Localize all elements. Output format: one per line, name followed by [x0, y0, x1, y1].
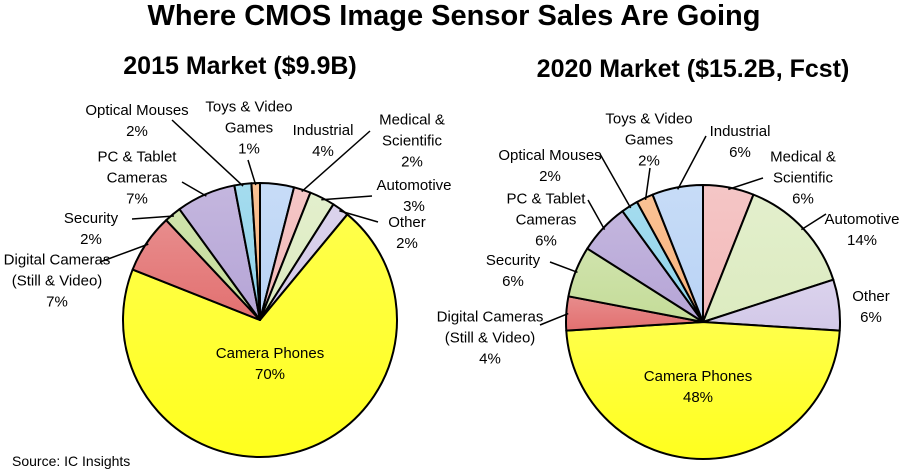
slice-label: Other 2% — [388, 212, 426, 254]
slice-name: Security — [485, 252, 541, 269]
slice-value: 4% — [479, 350, 501, 368]
slice-label: Automotive 3% — [376, 175, 451, 217]
leader-line — [801, 213, 827, 231]
chart-title: Where CMOS Image Sensor Sales Are Going — [147, 0, 761, 32]
slice-value: 2% — [80, 231, 102, 248]
slice-label: PC & Tablet Cameras 7% — [98, 147, 177, 210]
pie-2020-title: 2020 Market ($15.2B, Fcst) — [536, 55, 850, 83]
leader-line — [181, 181, 207, 197]
slice-value: 2% — [539, 168, 561, 185]
slice-label: Industrial 4% — [293, 120, 354, 162]
slice-value: 70% — [254, 366, 286, 383]
slice-label: Medical & Scientific 6% — [770, 147, 836, 210]
slice-label: Toys & Video Games 1% — [205, 97, 292, 160]
slice-name: Toys & Video — [605, 110, 693, 128]
slice-value: 6% — [792, 190, 814, 208]
leader-line — [599, 153, 632, 209]
slice-label: Security 2% — [64, 208, 118, 250]
leader-line — [539, 312, 569, 326]
slice-name: Optical Mouses — [85, 102, 189, 119]
slice-name: Industrial — [292, 122, 354, 139]
pie-2015 — [99, 119, 398, 458]
slice-value: 48% — [682, 389, 714, 406]
slice-label: Industrial 6% — [710, 121, 771, 163]
slice-name: Optical Mouses — [498, 147, 602, 164]
leader-line — [171, 119, 244, 187]
slice-value: 2% — [126, 123, 148, 140]
slice-value: 2% — [396, 235, 418, 252]
slice-value: 6% — [729, 144, 751, 161]
leader-line — [301, 130, 371, 193]
slice-label: Automotive 14% — [824, 209, 899, 251]
slice-label: Camera Phones 70% — [216, 343, 324, 385]
slice-name: PC & Tablet — [506, 190, 586, 208]
slice-label: Toys & Video Games 2% — [605, 109, 692, 172]
slice-name: Industrial — [709, 123, 771, 140]
leader-line — [587, 199, 606, 230]
leader-line — [549, 261, 578, 274]
slice-name: Digital Cameras — [3, 251, 111, 269]
leader-line — [99, 243, 149, 263]
slice-value: 7% — [46, 293, 68, 311]
slice-name: Cameras — [515, 211, 577, 229]
leader-line — [644, 167, 651, 200]
leader-line — [677, 135, 707, 190]
slice-name: Toys & Video — [205, 98, 293, 116]
slice-name: Medical & — [379, 111, 445, 129]
slice-name: Automotive — [376, 177, 452, 194]
slice-name: PC & Tablet — [97, 148, 177, 166]
slice-label: Security 6% — [486, 250, 540, 292]
slice-name: Camera Phones — [215, 345, 325, 362]
leader-line — [247, 159, 257, 186]
slice-value: 4% — [312, 143, 334, 160]
slice-value: 2% — [638, 152, 660, 170]
slice-label: Optical Mouses 2% — [85, 100, 188, 142]
slice-name: Digital Cameras — [436, 308, 544, 326]
leader-line — [321, 195, 373, 201]
pie-slice-industrial — [651, 184, 704, 323]
slice-value: 6% — [860, 309, 882, 326]
slice-label: Camera Phones 48% — [644, 366, 752, 408]
slice-name: (Still & Video) — [11, 272, 103, 290]
slice-name: Camera Phones — [643, 368, 753, 385]
slice-label: Digital Cameras (Still & Video) 4% — [437, 307, 544, 370]
slice-value: 6% — [535, 232, 557, 250]
slice-label: Digital Cameras (Still & Video) 7% — [4, 250, 111, 313]
slice-name: Medical & — [770, 148, 836, 166]
slice-name: Other — [852, 288, 890, 305]
leader-line — [339, 210, 379, 223]
source-note: Source: IC Insights — [12, 453, 131, 469]
slice-name: Other — [388, 214, 426, 231]
leader-line — [728, 177, 764, 191]
slice-name: Scientific — [772, 169, 834, 187]
slice-name: Automotive — [824, 211, 900, 228]
slice-label: PC & Tablet Cameras 6% — [507, 189, 586, 252]
leader-line — [131, 215, 175, 220]
slice-value: 7% — [126, 190, 148, 208]
slice-label: Optical Mouses 2% — [498, 145, 601, 187]
slice-value: 1% — [238, 140, 260, 158]
slice-value: 2% — [401, 153, 423, 171]
pie-2015-title: 2015 Market ($9.9B) — [123, 52, 357, 80]
slice-name: Scientific — [381, 132, 443, 150]
slice-name: Security — [63, 210, 119, 227]
slice-value: 6% — [502, 273, 524, 290]
slice-value: 14% — [846, 232, 878, 249]
slice-label: Other 6% — [852, 286, 890, 328]
slice-name: Games — [224, 119, 274, 137]
slice-value: 3% — [403, 198, 425, 215]
pie-2020 — [539, 135, 841, 460]
slice-name: (Still & Video) — [444, 329, 536, 347]
slice-name: Cameras — [106, 169, 168, 187]
slice-label: Medical & Scientific 2% — [379, 110, 445, 173]
slice-name: Games — [624, 131, 674, 149]
pie-slice-camera-phones — [565, 321, 841, 460]
pie-slice-camera-phones — [122, 213, 398, 458]
